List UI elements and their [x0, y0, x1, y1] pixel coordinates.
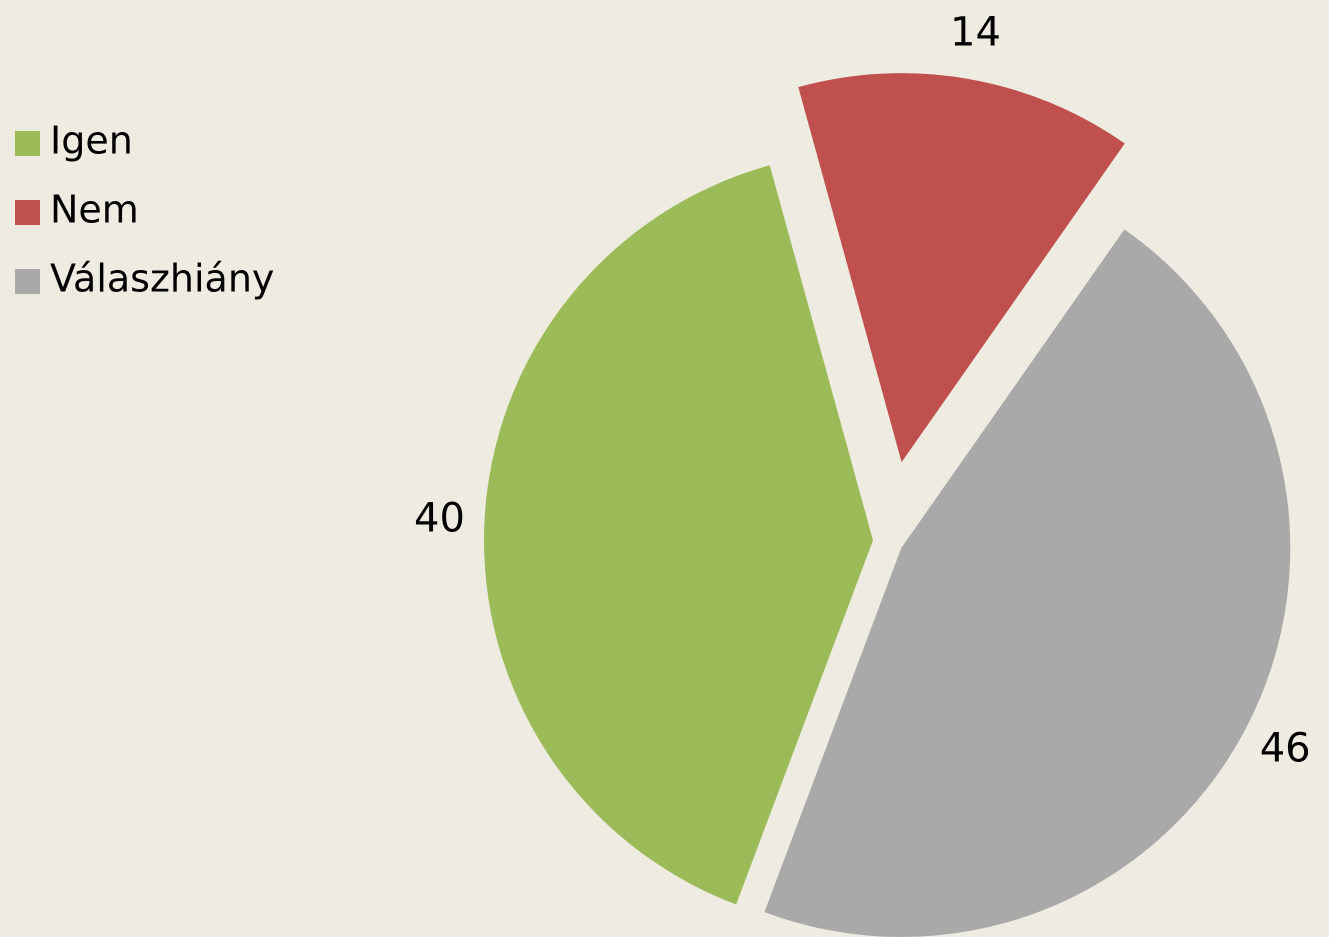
- data-label: 46: [1260, 725, 1311, 771]
- data-label: 14: [950, 10, 1001, 56]
- legend-swatch: [15, 200, 40, 225]
- legend-label: Válaszhiány: [50, 257, 274, 301]
- pie-slice: [484, 165, 874, 905]
- legend-swatch: [15, 269, 40, 294]
- legend-label: Nem: [50, 188, 139, 232]
- pie-slice: [798, 73, 1125, 463]
- legend-label: Igen: [50, 119, 133, 163]
- pie-slice: [764, 229, 1291, 937]
- legend-swatch: [15, 131, 40, 156]
- data-label: 40: [414, 496, 465, 542]
